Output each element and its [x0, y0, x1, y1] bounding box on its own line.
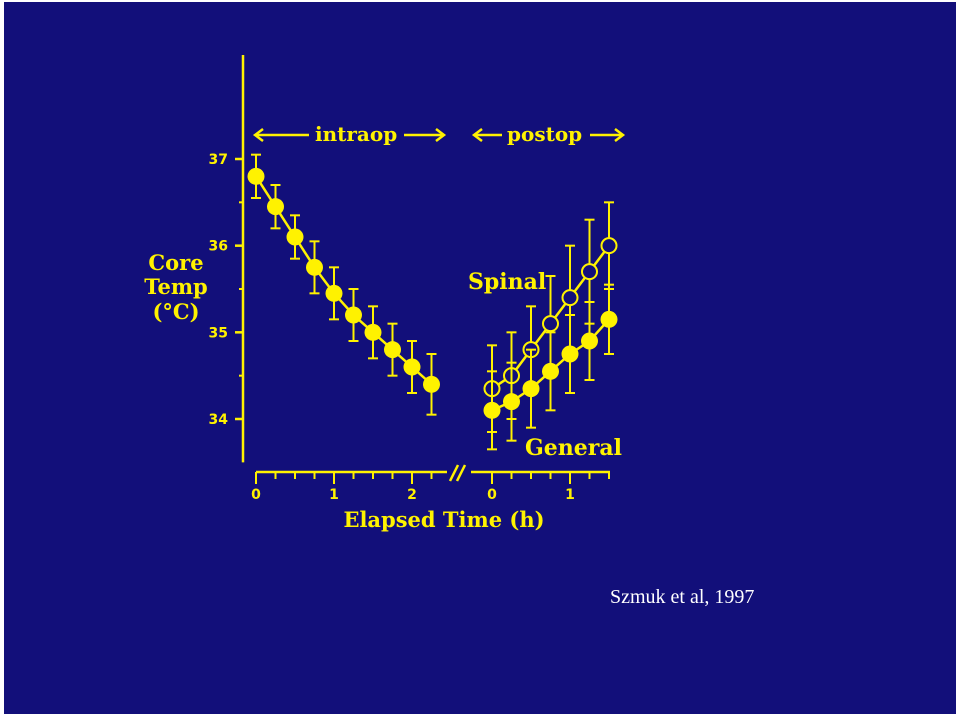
- series-line: [254, 175, 433, 386]
- data-point: [561, 289, 579, 307]
- data-point: [542, 315, 559, 333]
- data-point: [542, 362, 559, 380]
- y-tick-label: 36: [209, 239, 228, 255]
- x-axis-title: Elapsed Time (h): [343, 507, 544, 532]
- period-labels: intraop postop: [252, 122, 626, 146]
- data-point: [384, 341, 401, 359]
- x-tick-label: 1: [329, 487, 339, 503]
- y-axis-title-line: (°C): [152, 299, 199, 324]
- y-tick-label: 35: [209, 325, 228, 341]
- data-point: [286, 228, 304, 246]
- data-series: [247, 153, 618, 451]
- intraop-left-arrow-head: [252, 128, 264, 142]
- x-tick-label: 0: [487, 487, 497, 503]
- data-point: [561, 345, 579, 363]
- x-tick-label: 0: [251, 487, 261, 503]
- citation: Szmuk et al, 1997: [610, 586, 755, 608]
- data-point: [503, 393, 520, 411]
- postop-label: postop: [507, 122, 582, 146]
- series-intraop: [247, 153, 440, 416]
- data-point: [423, 375, 440, 393]
- series-name-labels: Spinal General: [468, 269, 622, 461]
- spinal-label: Spinal: [468, 269, 546, 295]
- data-point: [483, 401, 501, 419]
- data-point: [325, 284, 343, 302]
- x-tick-labels: 0 1 2 0 1: [251, 487, 575, 503]
- data-point: [267, 198, 284, 216]
- slide-background: 37 36 35 34 0 1 2 0 1 Core Temp (°C) intraop posto…: [4, 2, 956, 714]
- y-axis-title-line: Temp: [144, 274, 207, 299]
- data-point: [364, 323, 382, 341]
- y-tick-labels: 37 36 35 34: [209, 152, 229, 428]
- x-tick-label: 2: [407, 487, 417, 503]
- x-tick-label: 1: [565, 487, 575, 503]
- axis-break-mark: [448, 464, 460, 482]
- y-tick-label: 37: [209, 152, 228, 168]
- y-tick-label: 34: [209, 412, 229, 428]
- postop-right-arrow-head: [614, 128, 626, 142]
- intraop-label: intraop: [315, 122, 397, 146]
- data-point: [600, 237, 618, 255]
- data-point: [306, 258, 323, 276]
- general-label: General: [525, 435, 622, 461]
- data-point: [581, 332, 598, 350]
- series-general: [483, 283, 618, 451]
- data-point: [345, 306, 362, 324]
- y-axis-title-line: Core: [148, 250, 203, 275]
- intraop-right-arrow-head: [435, 128, 447, 142]
- data-point: [581, 263, 598, 281]
- data-point: [522, 380, 540, 398]
- data-point: [247, 167, 265, 185]
- postop-left-arrow-head: [471, 128, 483, 142]
- axis-break-mark: [455, 464, 467, 482]
- data-point: [403, 358, 421, 376]
- chart-axes: [235, 55, 610, 484]
- data-point: [600, 310, 618, 328]
